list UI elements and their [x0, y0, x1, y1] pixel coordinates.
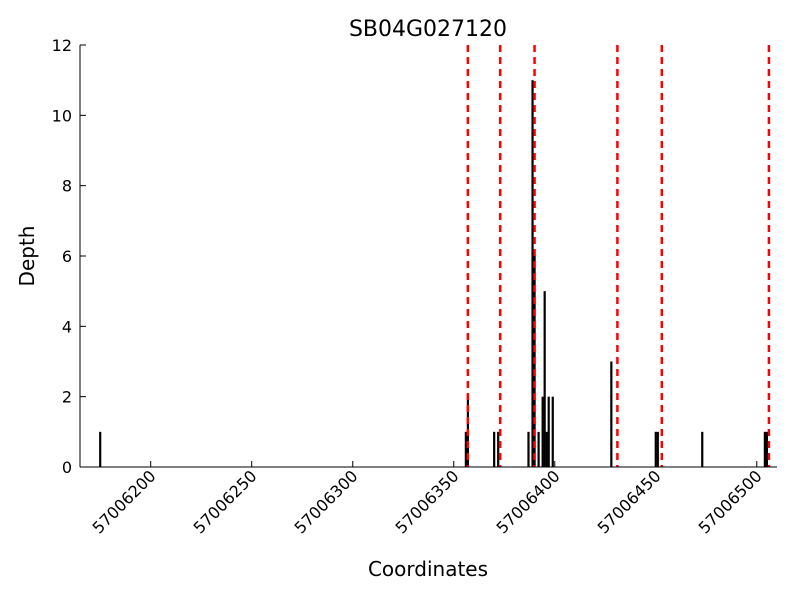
y-tick-label: 6 — [62, 247, 72, 266]
bar — [537, 431, 540, 467]
x-tick-label: 57006200 — [89, 466, 160, 537]
bar — [656, 431, 659, 467]
x-tick-label: 57006250 — [190, 466, 261, 537]
bar — [610, 361, 613, 467]
bar — [654, 431, 657, 467]
bar — [464, 431, 467, 467]
bars-layer — [99, 80, 768, 468]
reference-lines-layer — [466, 45, 771, 467]
x-tick-label: 57006450 — [594, 466, 665, 537]
x-tick-label: 57006300 — [291, 466, 362, 537]
bar — [99, 431, 102, 467]
bar — [765, 431, 768, 467]
bar — [543, 291, 546, 467]
y-tick-label: 2 — [62, 388, 72, 407]
bar — [531, 80, 534, 468]
axes-layer: 0 2 4 6 8 10 12 57006200 57006250 57006300 5700635… — [52, 36, 777, 537]
bar — [545, 431, 548, 467]
y-tick-label: 12 — [52, 36, 72, 55]
bar — [497, 431, 500, 467]
bar — [547, 396, 550, 467]
y-tick-label: 10 — [52, 106, 72, 125]
chart-title: SB04G027120 — [349, 17, 507, 42]
y-tick-label: 0 — [62, 458, 72, 477]
bar — [701, 431, 704, 467]
y-tick-label: 4 — [62, 317, 72, 336]
bar — [763, 431, 766, 467]
x-tick-label: 57006400 — [493, 466, 564, 537]
bar — [541, 396, 544, 467]
bar — [551, 396, 554, 467]
y-axis-label: Depth — [15, 226, 39, 287]
bar — [527, 431, 530, 467]
bar — [493, 431, 496, 467]
y-tick-label: 8 — [62, 177, 72, 196]
x-axis-label: Coordinates — [368, 557, 488, 581]
x-tick-label: 57006500 — [695, 466, 766, 537]
x-tick-label: 57006350 — [392, 466, 463, 537]
